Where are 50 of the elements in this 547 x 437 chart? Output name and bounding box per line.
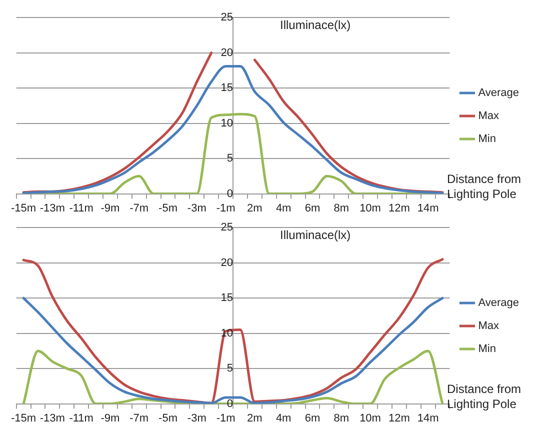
y-tick-label: 20 xyxy=(220,256,234,269)
x-tick-label: -3m xyxy=(187,412,206,424)
x-tick-label: -1m xyxy=(216,412,236,424)
y-tick-label: 10 xyxy=(220,117,234,130)
x-tick-label: -9m xyxy=(100,412,120,424)
x-tick-label: -1m xyxy=(216,202,236,214)
x-tick-label: -15m xyxy=(11,202,36,214)
legend-label: Average xyxy=(478,297,520,310)
legend-label: Max xyxy=(478,110,500,122)
y-tick-label: 5 xyxy=(226,362,234,375)
x-tick-label: 8m xyxy=(334,412,350,424)
x-tick-label: 2m xyxy=(247,412,262,424)
legend-label: Max xyxy=(478,320,500,332)
x-tick-label: 12m xyxy=(388,412,410,424)
x-tick-label: -5m xyxy=(158,202,178,214)
y-tick-label: 15 xyxy=(220,292,234,304)
x-tick-label: 6m xyxy=(304,202,320,214)
legend-label: Min xyxy=(478,133,496,146)
x-tick-label: 10m xyxy=(360,202,381,214)
x-tick-label: 14m xyxy=(417,412,439,424)
x-tick-label: 4m xyxy=(276,202,292,214)
y-axis-title: Illuminace(lx) xyxy=(280,228,351,242)
x-tick-label: 12m xyxy=(388,202,410,214)
x-tick-label: -7m xyxy=(130,202,149,214)
x-tick-label: 8m xyxy=(334,202,350,214)
x-tick-label: -11m xyxy=(69,202,94,214)
x-tick-label: 4m xyxy=(276,412,292,424)
legend-label: Min xyxy=(478,343,496,356)
legend-label: Average xyxy=(478,87,520,100)
y-tick-label: 20 xyxy=(220,46,234,59)
x-tick-label: 2m xyxy=(247,202,262,214)
y-tick-label: 25 xyxy=(220,12,234,24)
x-tick-label: -11m xyxy=(69,412,94,424)
y-tick-label: 25 xyxy=(220,222,234,234)
x-tick-label: 14m xyxy=(417,202,439,214)
x-tick-label: -3m xyxy=(187,202,206,214)
y-tick-label: 15 xyxy=(220,82,234,94)
y-axis-title: Illuminace(lx) xyxy=(280,18,351,32)
x-tick-label: -13m xyxy=(40,202,65,214)
x-tick-label: -15m xyxy=(11,412,36,424)
y-tick-label: 5 xyxy=(226,152,234,165)
x-tick-label: -7m xyxy=(130,412,149,424)
x-tick-label: 6m xyxy=(304,412,320,424)
x-axis-title: Distance from Lighting Pole xyxy=(447,382,522,412)
y-tick-label: 0 xyxy=(226,188,234,200)
x-tick-label: 10m xyxy=(360,412,381,424)
x-tick-label: -13m xyxy=(40,412,65,424)
x-axis-title: Distance from Lighting Pole xyxy=(447,172,522,202)
x-tick-label: -5m xyxy=(158,412,178,424)
x-tick-label: -9m xyxy=(100,202,120,214)
